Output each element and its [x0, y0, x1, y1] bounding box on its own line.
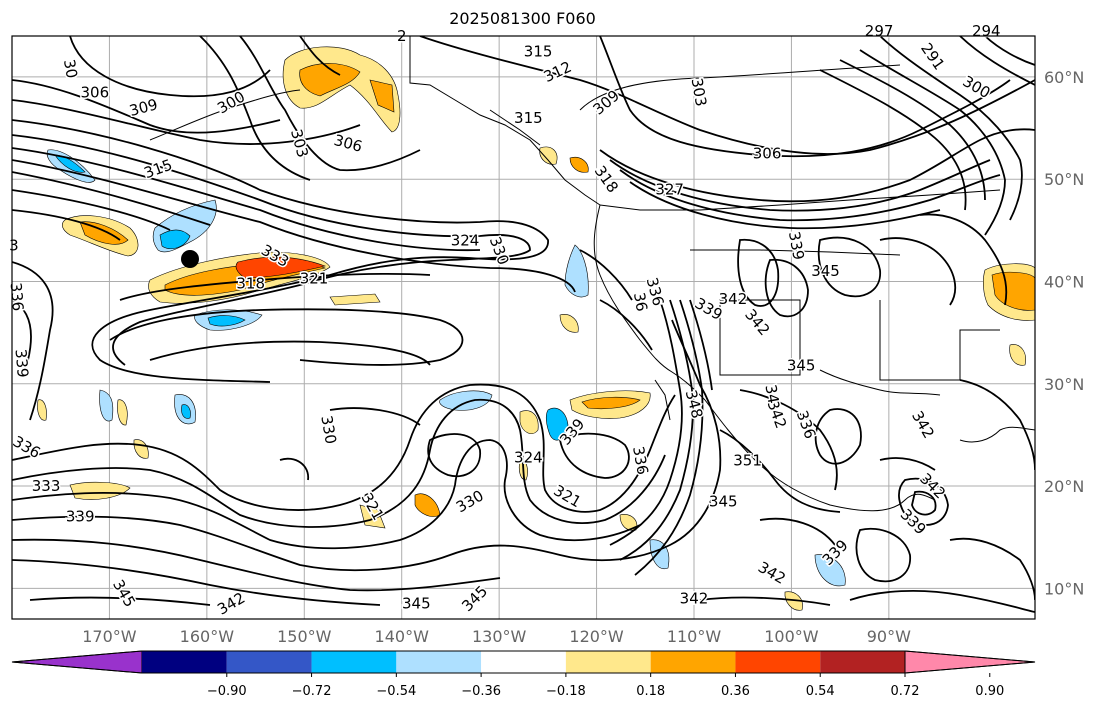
contour-label: 327	[655, 180, 684, 198]
contour-label: 330	[486, 234, 513, 267]
longitude-label: 160°W	[180, 627, 235, 646]
colorbar-tick-label: 0.90	[975, 684, 1004, 699]
contour-label: 345	[811, 262, 840, 280]
contour-label: 342	[916, 470, 949, 503]
contour-label: 297	[865, 22, 894, 40]
contour-label: 318	[236, 275, 265, 293]
contour-label: 339	[785, 230, 808, 261]
colorbar-segment	[311, 651, 397, 673]
contour-label: 318	[591, 162, 622, 196]
colorbar-tick-label: −0.90	[207, 684, 247, 699]
colorbar-tick-label: −0.72	[292, 684, 332, 699]
contour-label: 300	[214, 88, 248, 118]
colorbar-extend-min	[11, 650, 143, 674]
longitude-label: 90°W	[867, 627, 911, 646]
contour-label: 309	[590, 86, 624, 118]
contour-label: 342	[719, 290, 748, 308]
contour-label: 345	[709, 492, 738, 510]
contour-label: 330	[317, 414, 340, 445]
colorbar-segment	[396, 651, 482, 673]
contour-label: 345	[402, 595, 431, 613]
latitude-label: 20°N	[1044, 477, 1084, 496]
contour-label: 339	[12, 348, 32, 378]
longitude-label: 120°W	[569, 627, 624, 646]
colorbar-extend-max	[904, 650, 1036, 674]
latitude-labels: 60°N 50°N 40°N 30°N 20°N 10°N	[1044, 68, 1084, 598]
contour-label: 351	[733, 451, 762, 469]
contour-label: 309	[127, 95, 159, 120]
contour-label: 34	[761, 383, 782, 405]
colorbar-frame	[11, 650, 1036, 674]
colorbar-tick-label: 0.72	[891, 684, 920, 699]
contour-label: 303	[287, 127, 312, 159]
colorbar-segment	[735, 651, 821, 673]
contour-label: 306	[753, 145, 782, 163]
colorbar-tick-label: 0.18	[636, 684, 665, 699]
contour-label: 30	[60, 58, 81, 80]
latitude-label: 60°N	[1044, 68, 1084, 87]
contour-label: 330	[453, 486, 487, 516]
colorbar-segment	[481, 651, 566, 673]
contour-label: 333	[32, 477, 61, 495]
contour-label: 342	[214, 589, 248, 619]
colorbar-tick-label: 0.54	[806, 684, 835, 699]
latitude-label: 40°N	[1044, 272, 1084, 291]
colorbar-segment	[142, 651, 227, 673]
contour-label: 324	[514, 448, 543, 466]
contour-label: 345	[458, 582, 491, 615]
longitude-label: 140°W	[375, 627, 430, 646]
map-title: 2025081300 F060	[449, 9, 596, 28]
shaded-anomalies	[37, 46, 1035, 611]
longitude-label: 170°W	[82, 627, 137, 646]
colorbar-tick-label: 0.36	[721, 684, 750, 699]
colorbar-tick-label: −0.18	[546, 684, 586, 699]
longitude-labels: 170°W 160°W 150°W 140°W 130°W 120°W 110°W 100°W…	[82, 627, 911, 646]
contour-label: 345	[109, 577, 139, 611]
contour-label: 342	[908, 408, 938, 442]
colorbar-segment	[565, 651, 651, 673]
contour-label: 324	[451, 232, 480, 250]
colorbar-segment	[820, 651, 905, 673]
contour-label: 339	[897, 505, 930, 538]
contour-label: 312	[541, 58, 575, 86]
colorbar: −0.90 −0.72 −0.54 −0.36 −0.18 0.18 0.36 0.54 0.7…	[11, 650, 1036, 699]
contour-label: 3	[9, 237, 19, 255]
colorbar-tick-label: −0.36	[461, 684, 501, 699]
marker-dot	[181, 250, 199, 268]
contour-label: 342	[741, 306, 773, 340]
contour-label: 36	[630, 291, 651, 313]
contour-label: 336	[7, 282, 27, 312]
contour-label: 321	[300, 269, 329, 287]
colorbar-segment	[226, 651, 312, 673]
colorbar-segment	[650, 651, 736, 673]
contour-lines	[12, 36, 1035, 613]
map-frame	[11, 35, 1036, 620]
contour-label: 336	[793, 408, 820, 441]
coastlines	[149, 36, 1035, 512]
latitude-label: 50°N	[1044, 170, 1084, 189]
longitude-label: 130°W	[472, 627, 527, 646]
latitude-label: 30°N	[1044, 375, 1084, 394]
contour-label: 306	[332, 131, 364, 156]
contour-label: 315	[524, 42, 553, 60]
contour-label: 303	[688, 77, 711, 108]
contour-label: 315	[514, 109, 543, 127]
contour-label: 294	[972, 22, 1001, 40]
contour-label: 339	[66, 508, 95, 526]
longitude-label: 100°W	[764, 627, 819, 646]
contour-label: 315	[142, 156, 175, 183]
contour-label: 336	[629, 445, 652, 476]
longitude-label: 150°W	[277, 627, 332, 646]
contour-label: 342	[755, 558, 789, 588]
contour-label: 345	[787, 356, 816, 374]
contour-label: 342	[680, 590, 709, 608]
latitude-label: 10°N	[1044, 579, 1084, 598]
contour-label: 306	[80, 83, 109, 101]
colorbar-tick-label: −0.54	[376, 684, 416, 699]
longitude-label: 110°W	[667, 627, 722, 646]
